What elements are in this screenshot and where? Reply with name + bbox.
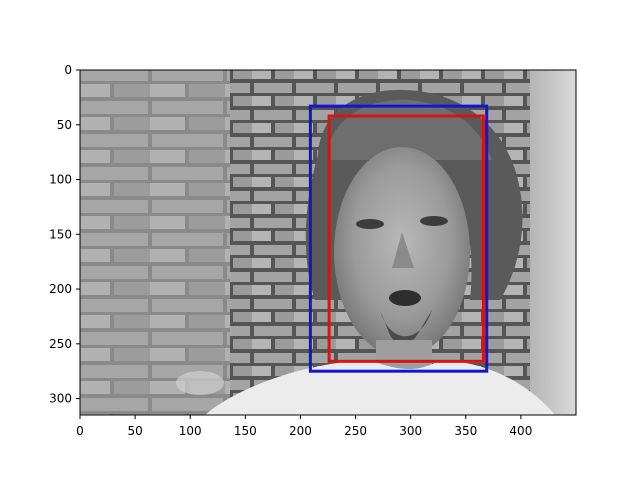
blue-bounding-box (308, 104, 489, 373)
x-tick-label: 50 (127, 424, 142, 438)
y-tick-label: 50 (57, 118, 72, 132)
x-tick-label: 350 (454, 424, 477, 438)
x-tick-label: 150 (234, 424, 257, 438)
x-tick-label: 200 (289, 424, 312, 438)
photo-image (80, 70, 576, 415)
x-tick-label: 100 (179, 424, 202, 438)
y-tick-label: 300 (49, 392, 72, 406)
x-tick-label: 400 (509, 424, 532, 438)
y-tick-label: 100 (49, 173, 72, 187)
axes-frame (79, 69, 577, 416)
y-tick-label: 250 (49, 337, 72, 351)
x-tick-label: 0 (76, 424, 84, 438)
y-tick-label: 200 (49, 282, 72, 296)
y-tick-label: 0 (64, 63, 72, 77)
x-tick-label: 250 (344, 424, 367, 438)
red-bounding-box (327, 114, 485, 363)
y-tick-label: 150 (49, 227, 72, 241)
x-tick-label: 300 (399, 424, 422, 438)
